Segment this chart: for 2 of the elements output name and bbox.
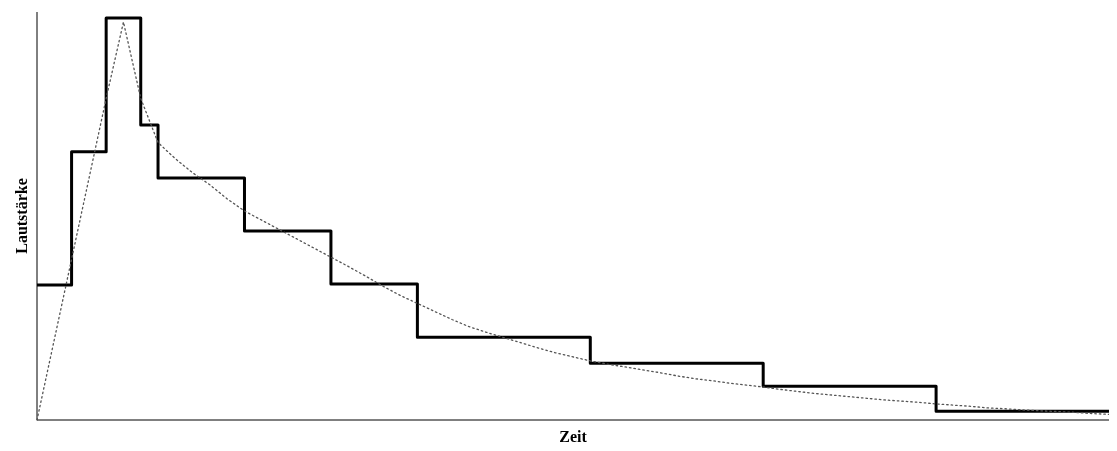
y-axis-title: Lautstärke — [13, 178, 30, 254]
x-axis-title: Zeit — [559, 428, 588, 445]
